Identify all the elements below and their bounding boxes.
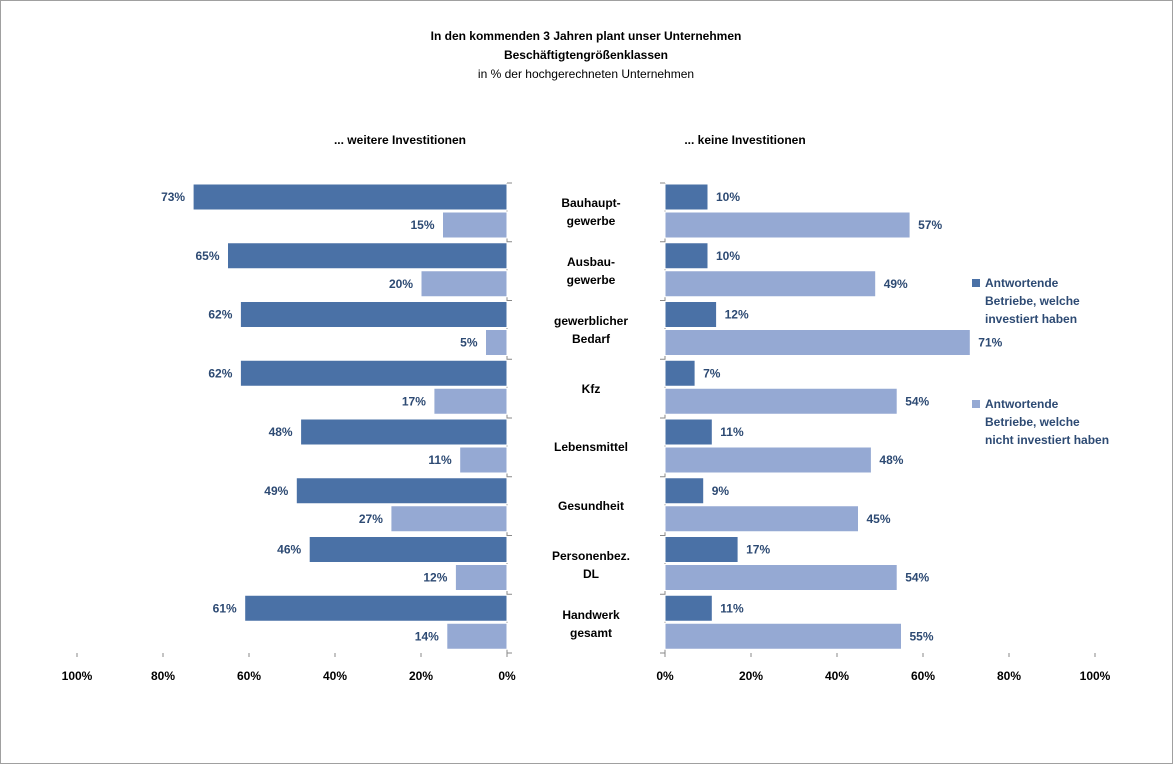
- value-label: 55%: [910, 629, 934, 643]
- value-label: 10%: [716, 190, 740, 204]
- bar: [446, 622, 508, 650]
- bar: [485, 329, 508, 356]
- value-label: 11%: [720, 425, 744, 439]
- value-label: 11%: [428, 453, 452, 467]
- x-tick-label: 60%: [911, 669, 935, 683]
- x-tick-label: 40%: [323, 669, 347, 683]
- value-label: 46%: [277, 543, 301, 557]
- bar: [664, 329, 971, 356]
- x-tick-label: 40%: [825, 669, 849, 683]
- bar: [664, 183, 709, 211]
- bar: [664, 477, 705, 505]
- x-tick-label: 60%: [237, 669, 261, 683]
- bar: [664, 564, 898, 591]
- value-label: 45%: [867, 512, 891, 526]
- value-label: 48%: [879, 453, 903, 467]
- panel-title: ... weitere Investitionen: [334, 133, 466, 147]
- bar: [227, 242, 508, 270]
- value-label: 54%: [905, 571, 929, 585]
- bar: [664, 242, 709, 270]
- x-tick-label: 20%: [739, 669, 763, 683]
- bar: [664, 211, 911, 239]
- panel-title: ... keine Investitionen: [684, 133, 805, 147]
- value-label: 7%: [703, 366, 721, 380]
- bar: [664, 594, 713, 622]
- bar: [664, 446, 872, 474]
- bar: [192, 183, 508, 211]
- chart-subtitle: Beschäftigtengrößenklassen: [504, 48, 668, 62]
- bar: [459, 446, 508, 474]
- value-label: 17%: [402, 394, 426, 408]
- bar: [300, 418, 508, 446]
- legend-swatch: [972, 279, 980, 287]
- value-label: 57%: [918, 218, 942, 232]
- value-label: 54%: [905, 394, 929, 408]
- category-label: Lebensmittel: [553, 440, 628, 455]
- bar: [420, 270, 508, 298]
- category-label: Gesundheit: [557, 499, 624, 514]
- legend-swatch: [972, 400, 980, 408]
- value-label: 12%: [725, 308, 749, 322]
- bar: [390, 505, 508, 533]
- x-tick-label: 100%: [1080, 669, 1111, 683]
- value-label: 65%: [195, 249, 219, 263]
- value-label: 27%: [359, 512, 383, 526]
- value-label: 11%: [720, 601, 744, 615]
- legend-label: Antwortende Betriebe, welche investiert …: [985, 276, 1080, 326]
- value-label: 5%: [460, 336, 478, 350]
- value-label: 49%: [884, 277, 908, 291]
- value-label: 17%: [746, 543, 770, 557]
- bar: [454, 564, 508, 591]
- bar: [239, 359, 508, 387]
- value-label: 15%: [410, 218, 434, 232]
- bar: [664, 418, 713, 446]
- category-label: Kfz: [581, 381, 601, 396]
- value-label: 73%: [161, 190, 185, 204]
- legend-label: Antwortende Betriebe, welche nicht inves…: [985, 397, 1110, 447]
- value-label: 14%: [415, 629, 439, 643]
- category-label: gewerblicher Bedarf: [553, 313, 629, 346]
- chart-note: in % der hochgerechneten Unternehmen: [478, 67, 694, 81]
- value-label: 10%: [716, 249, 740, 263]
- value-label: 9%: [712, 484, 730, 498]
- value-label: 20%: [389, 277, 413, 291]
- category-label: Ausbau- gewerbe: [566, 255, 616, 288]
- chart-title: In den kommenden 3 Jahren plant unser Un…: [431, 29, 742, 43]
- value-label: 62%: [208, 308, 232, 322]
- value-label: 61%: [213, 601, 237, 615]
- bar: [244, 594, 508, 622]
- bar: [295, 477, 508, 505]
- x-tick-label: 0%: [656, 669, 674, 683]
- bar: [433, 387, 508, 415]
- value-label: 48%: [269, 425, 293, 439]
- bar: [664, 359, 696, 387]
- x-tick-label: 80%: [151, 669, 175, 683]
- x-tick-label: 0%: [498, 669, 516, 683]
- bar: [664, 505, 859, 533]
- x-tick-label: 80%: [997, 669, 1021, 683]
- x-tick-label: 100%: [62, 669, 93, 683]
- bar: [664, 622, 902, 650]
- bar: [442, 211, 508, 239]
- bar: [664, 301, 718, 328]
- x-tick-label: 20%: [409, 669, 433, 683]
- category-label: Handwerk gesamt: [562, 607, 620, 640]
- bar: [664, 270, 877, 298]
- value-label: 49%: [264, 484, 288, 498]
- bar: [308, 536, 508, 563]
- bar: [664, 536, 739, 563]
- value-label: 62%: [208, 366, 232, 380]
- value-label: 71%: [978, 336, 1002, 350]
- value-label: 12%: [423, 571, 447, 585]
- bar: [664, 387, 898, 415]
- category-label: Bauhaupt- gewerbe: [561, 196, 621, 229]
- category-label: Personenbez. DL: [551, 548, 631, 581]
- bar: [239, 301, 508, 328]
